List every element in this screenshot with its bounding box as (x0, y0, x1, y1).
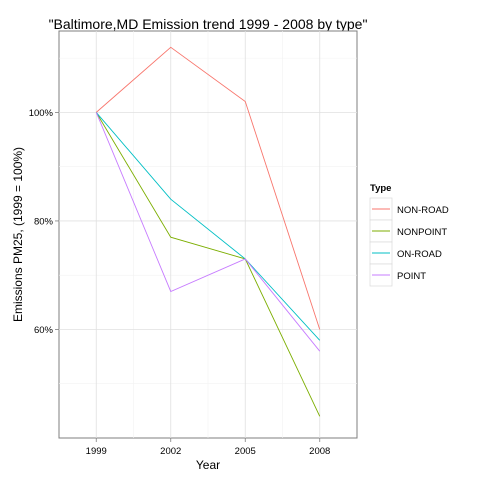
y-tick-label: 100% (29, 108, 54, 119)
y-axis-title: Emissions PM25, (1999 = 100%) (11, 147, 25, 322)
legend-title: Type (370, 183, 391, 194)
legend-label-point: POINT (397, 271, 426, 282)
x-axis-title: Year (196, 458, 220, 472)
legend: Type NON-ROAD NONPOINT ON-ROAD POINT (370, 183, 449, 286)
y-tick-label: 80% (34, 216, 54, 227)
x-tick-label: 2005 (235, 446, 256, 457)
y-tick-label: 60% (34, 325, 54, 336)
chart-title: "Baltimore,MD Emission trend 1999 - 2008… (49, 16, 368, 32)
legend-items: NON-ROAD NONPOINT ON-ROAD POINT (370, 198, 449, 286)
legend-label-on-road: ON-ROAD (397, 249, 442, 260)
x-tick-label: 2002 (160, 446, 181, 457)
y-axis: 60% 80% 100% (29, 108, 59, 336)
x-tick-label: 1999 (86, 446, 107, 457)
legend-label-nonpoint: NONPOINT (397, 227, 447, 238)
x-tick-label: 2008 (309, 446, 330, 457)
x-axis: 1999 2002 2005 2008 (86, 438, 331, 457)
legend-label-non-road: NON-ROAD (397, 205, 449, 216)
